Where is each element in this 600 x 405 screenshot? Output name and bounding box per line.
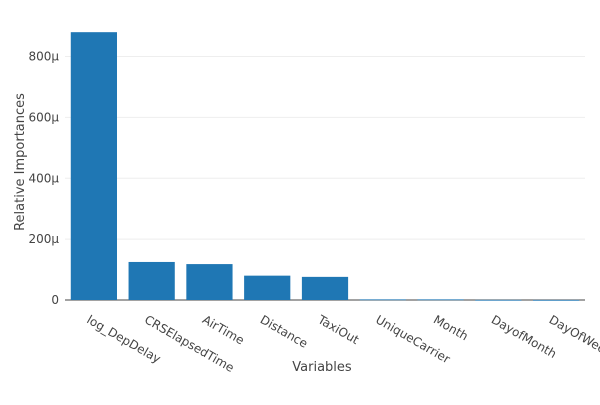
x-tick-label: TaxiOut [315, 312, 362, 347]
x-tick-label: AirTime [200, 312, 247, 347]
x-axis-title: Variables [292, 360, 352, 375]
bar-month [417, 299, 464, 301]
y-axis-ticks: 0 200μ 400μ 600μ 800μ [28, 50, 59, 307]
bar-dayofweek [533, 299, 580, 301]
bar-taxiout [301, 276, 349, 300]
bar-distance [244, 275, 291, 300]
bar-log-depdelay [70, 32, 117, 300]
bars [70, 32, 580, 301]
bar-crselapsedtime [128, 261, 175, 300]
x-tick-label: Distance [258, 312, 310, 350]
y-tick-label: 400μ [28, 171, 59, 185]
y-tick-label: 0 [51, 293, 59, 307]
bar-uniquecarrier [359, 299, 406, 301]
y-tick-label: 600μ [28, 110, 59, 124]
y-axis-title: Relative Importances [13, 93, 28, 231]
x-tick-label: Month [431, 312, 471, 343]
bar-airtime [186, 264, 233, 300]
y-tick-label: 800μ [28, 50, 59, 64]
bar-dayofmonth [475, 299, 522, 301]
y-tick-label: 200μ [28, 232, 59, 246]
